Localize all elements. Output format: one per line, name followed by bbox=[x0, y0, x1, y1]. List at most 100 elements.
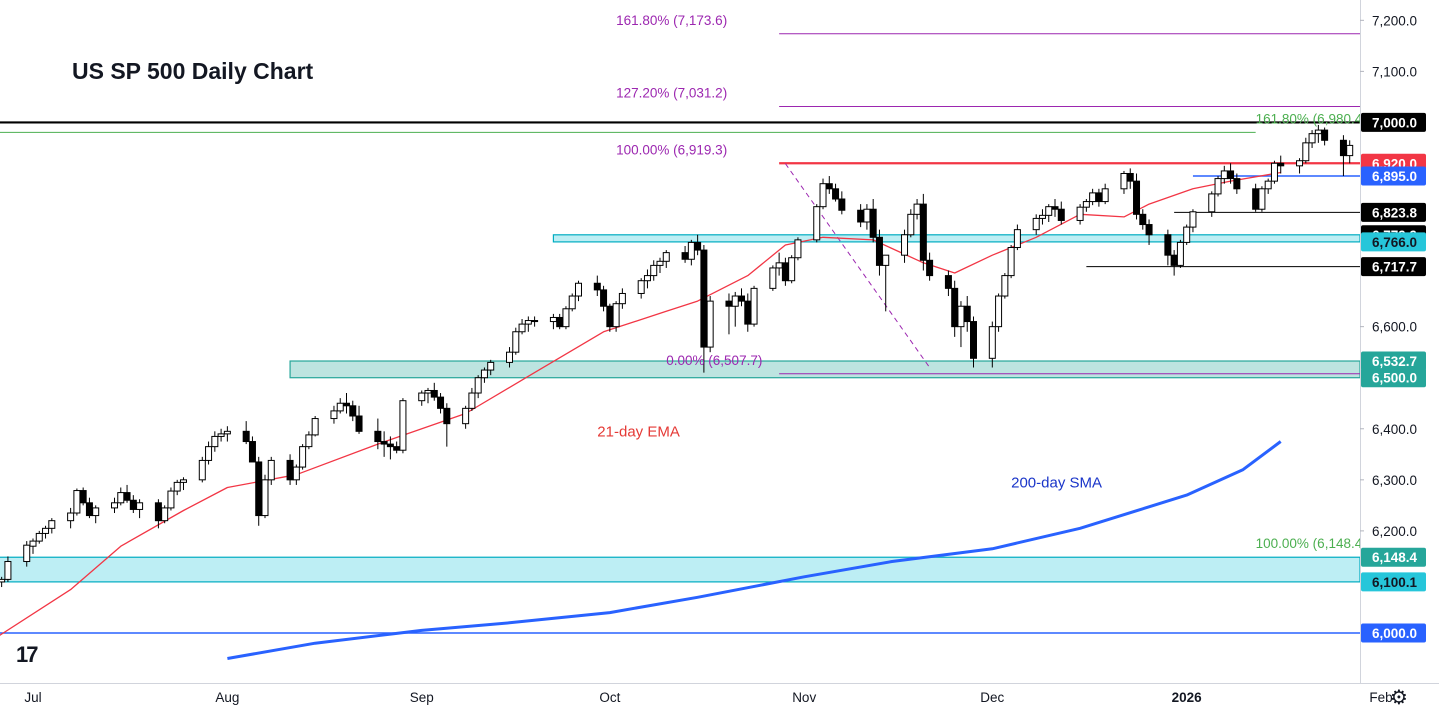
candle-down bbox=[1145, 224, 1153, 236]
candle-down bbox=[1051, 206, 1059, 210]
candle-up bbox=[29, 540, 37, 547]
price-label-text: 6,100.1 bbox=[1372, 575, 1418, 590]
candle-up bbox=[173, 481, 181, 492]
price-label-badge bbox=[1361, 202, 1426, 222]
candle-up bbox=[731, 295, 739, 307]
sma-layer bbox=[227, 440, 1282, 660]
candle-up bbox=[336, 402, 344, 412]
candle-down bbox=[919, 203, 927, 261]
candle-down bbox=[374, 430, 382, 443]
candle-up bbox=[568, 295, 576, 310]
sma-200-line bbox=[227, 440, 1282, 660]
candle-down bbox=[123, 492, 131, 501]
candles-layer bbox=[0, 124, 1354, 588]
candle-down bbox=[248, 441, 256, 463]
annotation-label: 21-day EMA bbox=[597, 423, 680, 440]
settings-gear-icon[interactable]: ⚙ bbox=[1390, 687, 1408, 709]
candle-up bbox=[462, 407, 470, 425]
candle-up bbox=[524, 320, 532, 325]
x-tick-label: Jul bbox=[24, 690, 41, 705]
price-label-text: 7,000.0 bbox=[1372, 115, 1417, 130]
candle-up bbox=[574, 282, 582, 297]
candle-up bbox=[901, 234, 909, 256]
price-label-badge bbox=[1361, 623, 1426, 643]
candle-up bbox=[512, 331, 520, 353]
candle-up bbox=[1076, 206, 1084, 221]
y-tick-label: 7,200.0 bbox=[1372, 13, 1417, 28]
candle-down bbox=[556, 316, 564, 328]
candle-up bbox=[775, 262, 783, 269]
candle-down bbox=[1252, 188, 1260, 210]
candle-up bbox=[882, 254, 890, 266]
y-tick-label: 6,200.0 bbox=[1372, 524, 1417, 539]
price-label-badge bbox=[1361, 572, 1426, 592]
candle-up bbox=[305, 434, 313, 448]
candle-down bbox=[1277, 162, 1285, 167]
fib-label: 0.00% (6,507.7) bbox=[666, 353, 762, 368]
candle-down bbox=[386, 443, 394, 448]
ema-21-line bbox=[0, 171, 1281, 636]
candle-down bbox=[694, 241, 702, 251]
candle-down bbox=[1339, 139, 1347, 157]
fib-label: 161.80% (7,173.6) bbox=[616, 13, 727, 28]
candle-up bbox=[1296, 160, 1304, 167]
candle-up bbox=[706, 300, 714, 348]
candle-up bbox=[1013, 229, 1021, 249]
text-layer: 161.80% (7,173.6) 127.20% (7,031.2) 100.00… bbox=[597, 13, 1366, 551]
candle-up bbox=[42, 527, 50, 534]
horizontal-lines-layer bbox=[0, 33, 1360, 634]
candle-up bbox=[211, 435, 219, 448]
candle-down bbox=[255, 461, 263, 517]
candle-up bbox=[330, 410, 338, 420]
fib-label: 100.00% (6,148.4) bbox=[1256, 536, 1367, 551]
price-label-text: 6,823.8 bbox=[1372, 205, 1418, 220]
candle-up bbox=[418, 392, 426, 402]
candle-up bbox=[1038, 214, 1046, 219]
candle-up bbox=[1220, 170, 1228, 180]
candle-up bbox=[1264, 180, 1272, 190]
candle-up bbox=[67, 512, 75, 522]
candle-up bbox=[907, 213, 915, 236]
candle-up bbox=[612, 303, 620, 328]
price-label-badge bbox=[1361, 232, 1426, 252]
candle-down bbox=[349, 405, 357, 417]
candle-up bbox=[769, 267, 777, 289]
candle-up bbox=[562, 308, 570, 328]
candle-up bbox=[1270, 162, 1278, 182]
candle-down bbox=[129, 499, 137, 510]
y-tick-label: 6,600.0 bbox=[1372, 320, 1417, 335]
candle-up bbox=[1214, 178, 1222, 195]
candle-down bbox=[593, 282, 601, 291]
price-label-badge bbox=[1361, 351, 1426, 371]
candle-up bbox=[487, 361, 495, 371]
candle-up bbox=[687, 241, 695, 260]
candle-down bbox=[944, 275, 952, 289]
candle-down bbox=[1233, 178, 1241, 190]
candle-up bbox=[92, 507, 100, 517]
price-label-badge bbox=[1361, 166, 1426, 186]
candle-up bbox=[957, 305, 965, 328]
candle-up bbox=[1032, 217, 1040, 231]
candle-down bbox=[738, 295, 746, 302]
candle-up bbox=[205, 446, 213, 461]
candle-up bbox=[1176, 241, 1184, 266]
candle-up bbox=[1001, 275, 1009, 297]
candle-up bbox=[1120, 172, 1128, 190]
candle-down bbox=[606, 305, 614, 328]
candle-down bbox=[781, 262, 789, 282]
price-label-badge bbox=[1361, 368, 1426, 388]
candle-down bbox=[825, 183, 833, 190]
candle-up bbox=[1308, 133, 1316, 144]
candle-up bbox=[863, 208, 871, 223]
candle-up bbox=[73, 490, 81, 514]
candle-down bbox=[154, 502, 162, 522]
candle-up bbox=[474, 377, 482, 394]
fib-label: 127.20% (7,031.2) bbox=[616, 86, 727, 101]
fib-swing-line bbox=[784, 163, 931, 368]
candle-up bbox=[656, 260, 664, 266]
tradingview-logo[interactable]: 17 bbox=[16, 642, 39, 667]
candle-down bbox=[1057, 208, 1065, 221]
